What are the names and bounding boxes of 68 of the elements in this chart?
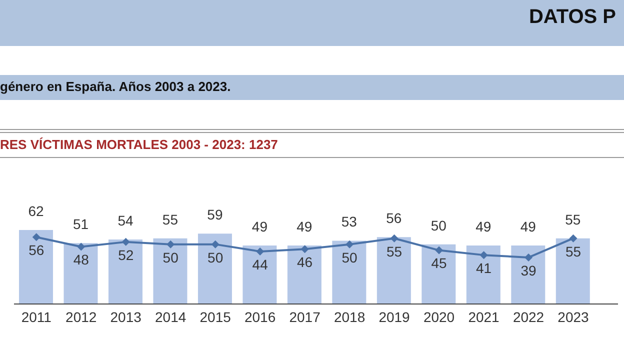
data-label: 62 <box>28 203 44 219</box>
data-label: 41 <box>476 260 492 276</box>
x-tick-label: 2022 <box>512 308 544 325</box>
data-label: 50 <box>430 217 447 234</box>
point <box>211 240 220 248</box>
x-tick-label: 2013 <box>110 308 142 325</box>
data-label: 49 <box>476 218 492 235</box>
bar <box>376 237 411 304</box>
x-tick-label: 2017 <box>289 308 321 325</box>
bar <box>556 238 590 304</box>
point <box>32 233 40 242</box>
point <box>435 246 444 254</box>
point <box>390 234 398 242</box>
bar <box>108 240 142 304</box>
point <box>569 234 578 242</box>
point <box>77 242 86 251</box>
point <box>480 251 488 260</box>
bar <box>511 246 546 304</box>
data-label: 59 <box>207 206 223 223</box>
bar <box>153 238 188 304</box>
data-label: 50 <box>208 249 224 266</box>
point <box>122 238 130 246</box>
data-label: 52 <box>118 246 134 263</box>
bar <box>332 240 366 304</box>
bar <box>422 244 456 304</box>
data-label: 49 <box>520 218 536 235</box>
x-tick-label: 2015 <box>200 308 232 325</box>
bar <box>19 230 53 304</box>
bar <box>198 234 232 304</box>
data-label: 56 <box>386 210 402 226</box>
bar <box>287 246 322 304</box>
data-label: 45 <box>431 255 448 272</box>
x-tick-label: 2023 <box>558 308 590 325</box>
data-label: 49 <box>252 218 268 235</box>
x-tick-label: 2021 <box>468 308 500 325</box>
point <box>524 253 533 262</box>
x-tick-label: 2011 <box>21 308 52 325</box>
point <box>300 245 309 254</box>
data-label: 55 <box>162 211 178 228</box>
chart-title: DATOS P <box>528 6 616 29</box>
x-tick-label: 2019 <box>378 308 410 325</box>
x-tick-label: 2014 <box>155 308 186 325</box>
x-tick-label: 2018 <box>334 308 366 325</box>
data-label: 44 <box>252 256 268 272</box>
bar <box>466 246 500 304</box>
data-label: 49 <box>296 218 312 235</box>
point <box>346 240 354 248</box>
data-label: 55 <box>565 211 581 228</box>
data-label: 46 <box>297 254 313 270</box>
data-label: 50 <box>342 249 358 266</box>
x-tick-label: 2012 <box>66 308 97 325</box>
bar <box>242 246 277 304</box>
data-label: 54 <box>118 212 134 229</box>
data-label: 48 <box>73 252 90 268</box>
data-label: 56 <box>28 242 44 258</box>
x-tick-label: 2020 <box>423 308 455 325</box>
data-label: 50 <box>162 249 179 266</box>
text: RES VÍCTIMAS MORTALES 2003 - 2023: 1237 <box>0 137 278 152</box>
point <box>256 247 264 256</box>
data-label: 39 <box>520 262 537 278</box>
data-label: 53 <box>341 214 358 230</box>
chart-subtitle: género en España. Años 2003 a 2023. <box>0 79 231 94</box>
bar <box>64 243 98 304</box>
data-label: 51 <box>72 216 89 232</box>
x-tick-label: 2016 <box>244 308 276 325</box>
data-label: 55 <box>386 243 402 260</box>
data-label: 55 <box>565 243 582 260</box>
point <box>166 240 175 248</box>
